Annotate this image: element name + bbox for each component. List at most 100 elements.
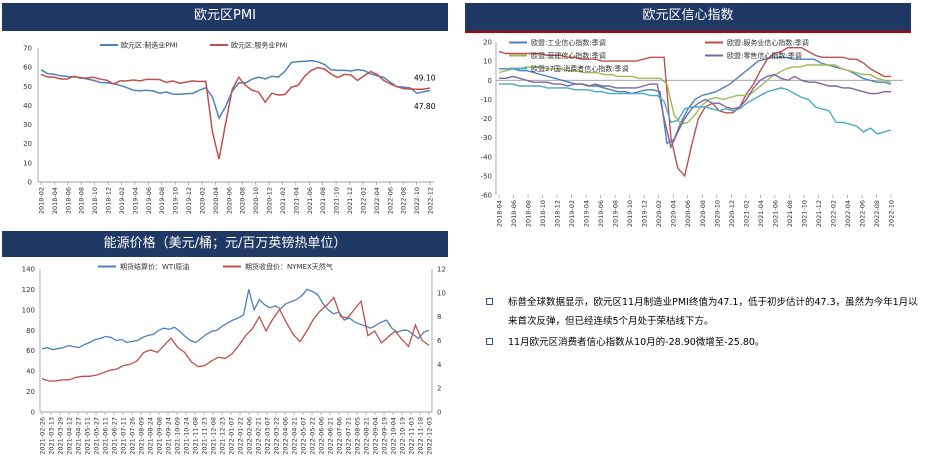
conf-x-label: 2018-04 [496,200,504,227]
pmi-x-label: 2022-12 [427,187,435,214]
energy-x-label: 2021-05-11 [84,417,92,455]
energy-x-label: 2021-10-09 [174,417,182,455]
pmi-x-label: 2020-12 [266,187,274,214]
energy-x-label: 2021-05-27 [93,417,101,455]
conf-series-line [498,64,892,126]
conf-x-label: 2018-12 [554,200,562,227]
energy-x-label: 2022-10-19 [399,417,407,455]
energy-y-right-tick-label: 0 [437,409,441,417]
pmi-x-label: 2018-10 [91,187,99,214]
conf-x-label: 2019-10 [626,200,634,227]
pmi-x-label: 2018-06 [64,187,72,214]
energy-x-label: 2021-06-11 [102,417,110,455]
energy-x-label: 2021-10-24 [183,417,191,455]
conf-x-label: 2018-06 [510,200,518,227]
pmi-x-label: 2020-04 [212,187,220,214]
energy-y-left-tick-label: 120 [22,286,35,294]
energy-x-label: 2021-02-26 [39,417,47,455]
pmi-x-label: 2020-02 [198,187,206,214]
energy-y-right-tick-label: 6 [437,337,442,345]
energy-x-label: 2022-05-07 [300,417,308,455]
pmi-x-label: 2019-02 [118,187,126,214]
energy-x-label: 2021-08-09 [138,417,146,455]
conf-y-tick-label: -50 [481,172,492,180]
note-item: 标普全球数据显示，欧元区11月制造业PMI终值为47.1，低于初步估计的47.3… [482,293,922,331]
note-text: 标普全球数据显示，欧元区11月制造业PMI终值为47.1，低于初步估计的47.3… [508,297,918,327]
pmi-y-tick-label: 10 [23,159,32,167]
pmi-x-label: 2018-12 [105,187,113,214]
pmi-x-label: 2020-08 [239,187,247,214]
energy-x-label: 2021-07-26 [129,417,137,455]
pmi-x-label: 2022-04 [373,187,381,214]
conf-x-label: 2020-08 [699,200,707,227]
conf-x-label: 2022-04 [844,200,852,227]
energy-y-right-tick-label: 12 [437,266,446,274]
conf-x-label: 2022-06 [858,200,866,227]
energy-y-left-tick-label: 40 [26,368,35,376]
pmi-x-label: 2021-08 [319,187,327,214]
energy-y-left-tick-label: 60 [26,347,35,355]
notes-list: 标普全球数据显示，欧元区11月制造业PMI终值为47.1，低于初步估计的47.3… [482,293,922,354]
pmi-x-label: 2021-06 [306,187,314,214]
pmi-title-bar: 欧元区PMI [2,3,448,31]
pmi-x-label: 2021-04 [292,187,300,214]
confidence-chart: -60 -50 -40 -30 -20 -10 0 10 20 2018-04 2018-06 201… [481,38,903,227]
pmi-x-label: 2019-06 [145,187,153,214]
pmi-title: 欧元区PMI [194,8,256,23]
conf-x-label: 2019-08 [612,200,620,227]
energy-x-label: 2022-07-06 [336,417,344,455]
energy-x-label: 2022-09-19 [381,417,389,455]
energy-y-right-tick-label: 2 [437,385,441,393]
conf-series-line [498,47,891,178]
energy-x-label: 2022-10-04 [390,417,398,455]
conf-series-line [499,73,891,150]
energy-y-right-tick-label: 10 [437,289,446,297]
energy-series-line [41,288,430,351]
energy-title-bar: 能源价格（美元/桶；元/百万英镑热单位） [2,231,448,257]
pmi-x-label: 2022-06 [386,187,394,214]
conf-legend-label: 欧盟:服务业信心指数:季调 [727,38,809,47]
energy-x-label: 2021-09-08 [156,417,164,455]
conf-x-label: 2020-06 [684,200,692,227]
energy-y-left-tick-label: 140 [22,266,35,274]
energy-x-label: 2021-11-23 [201,417,209,455]
energy-legend-label: 期货收盘价：NYMEX天然气 [245,262,333,271]
pmi-x-label: 2019-10 [172,187,180,214]
energy-x-label: 2022-08-21 [363,417,371,455]
conf-legend-label: 欧盟:工业信心指数:季调 [531,38,606,47]
pmi-y-tick-label: 0 [28,179,32,187]
conf-x-label: 2020-12 [728,200,736,227]
conf-y-tick-label: -60 [481,192,492,200]
energy-x-label: 2022-07-21 [345,417,353,455]
energy-x-label: 2022-01-07 [228,417,236,455]
energy-title: 能源价格（美元/桶；元/百万英镑热单位） [103,236,347,251]
square-bullet-icon [486,338,493,345]
pmi-legend-label: 欧元区:服务业PMI [231,41,288,50]
energy-y-left-tick-label: 0 [31,409,35,417]
conf-x-label: 2019-04 [583,200,591,227]
conf-x-label: 2018-10 [539,200,547,227]
pmi-y-tick-label: 60 [23,64,32,72]
energy-x-label: 2021-03-13 [48,417,56,455]
conf-x-label: 2022-08 [873,200,881,227]
confidence-title: 欧元区信心指数 [642,8,734,23]
energy-x-label: 2021-12-08 [210,417,218,455]
energy-y-left-tick-label: 100 [22,306,35,314]
confidence-title-bar: 欧元区信心指数 [465,3,911,33]
conf-x-label: 2021-10 [800,200,808,227]
energy-x-label: 2021-11-08 [192,417,200,455]
energy-x-label: 2021-06-27 [111,417,119,455]
conf-x-label: 2019-02 [568,200,576,227]
pmi-x-label: 2019-04 [131,187,139,214]
conf-x-label: 2021-06 [771,200,779,227]
pmi-legend-label: 欧元区:制造业PMI [121,41,178,50]
conf-y-tick-label: -10 [481,96,492,104]
pmi-y-tick-label: 20 [23,140,32,148]
pmi-chart: 0 10 20 30 40 50 60 70 2018-02 2018-04 2018-06 2018… [23,41,436,215]
pmi-x-label: 2019-08 [158,187,166,214]
pmi-y-tick-label: 30 [23,121,32,129]
energy-x-label: 2022-09-04 [372,417,380,455]
energy-x-label: 2022-02-21 [255,417,263,455]
conf-y-tick-label: -30 [481,134,492,142]
energy-legend-label: 期货结算价：WTI原油 [120,262,189,271]
